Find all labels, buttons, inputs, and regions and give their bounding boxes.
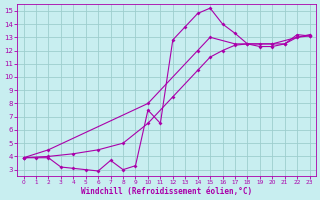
X-axis label: Windchill (Refroidissement éolien,°C): Windchill (Refroidissement éolien,°C)	[81, 187, 252, 196]
